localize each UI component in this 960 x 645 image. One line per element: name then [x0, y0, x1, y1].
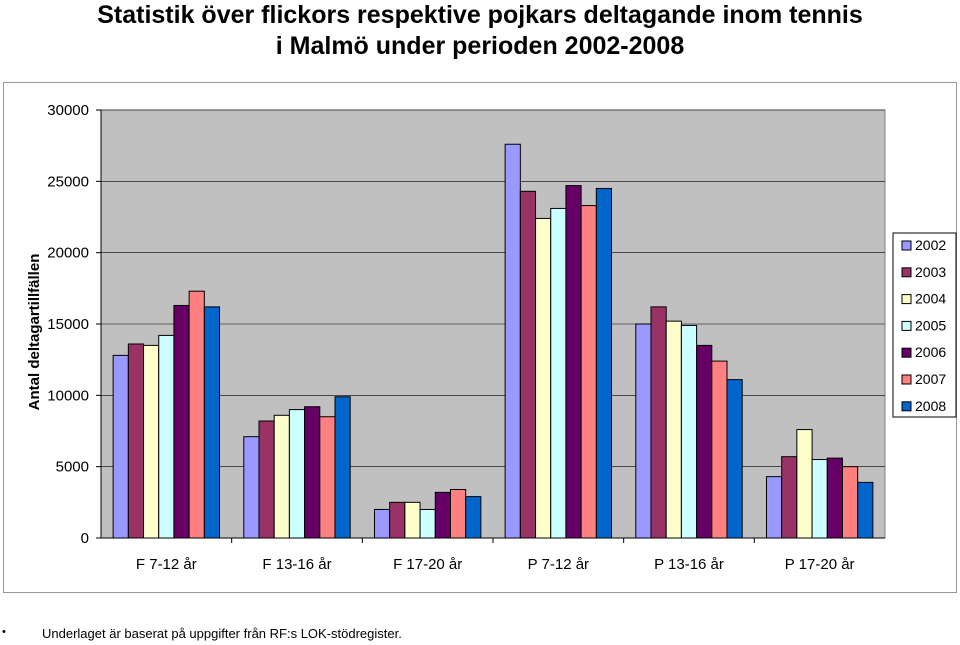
legend-swatch — [901, 374, 912, 385]
y-tick-label: 10000 — [47, 387, 89, 404]
bar — [781, 456, 798, 539]
y-tick-label: 30000 — [47, 102, 89, 119]
bar — [258, 420, 275, 539]
bar — [650, 306, 667, 539]
y-tick-label: 15000 — [47, 316, 89, 333]
bar — [519, 190, 537, 539]
x-tick-label: F 13-16 år — [262, 556, 331, 573]
x-tick-label: P 7-12 år — [528, 556, 589, 573]
bar — [565, 185, 582, 539]
bar — [434, 491, 451, 539]
bar — [173, 304, 190, 539]
bar-chart: 0 5000 10000 15000 20000 25000 30000 Antal delt… — [3, 82, 957, 593]
bar — [188, 290, 205, 539]
legend-swatch — [901, 401, 912, 412]
legend-swatch — [901, 320, 912, 331]
y-tick-label: 5000 — [56, 459, 89, 476]
bar — [203, 306, 221, 539]
legend-label: 2008 — [915, 398, 946, 414]
bar — [635, 323, 652, 539]
bar — [158, 334, 175, 539]
footnote-text: Underlaget är baserat på uppgifter från … — [42, 626, 402, 641]
bar — [389, 501, 406, 539]
bar — [143, 344, 160, 539]
bar — [243, 436, 260, 539]
x-tick-label: P 17-20 år — [785, 556, 855, 573]
bar — [319, 416, 336, 539]
bar — [595, 187, 613, 539]
bar — [504, 143, 521, 539]
bar — [404, 501, 421, 539]
legend-label: 2006 — [915, 344, 946, 360]
bar — [373, 508, 391, 539]
bar — [826, 457, 843, 539]
chart-title-line-1: Statistik över flickors respektive pojka… — [97, 1, 863, 29]
legend-label: 2005 — [915, 317, 946, 333]
bar — [449, 488, 467, 539]
x-tick-label: F 7-12 år — [136, 556, 197, 573]
chart-title-line-2: i Malmö under perioden 2002-2008 — [275, 32, 685, 60]
legend-label: 2004 — [915, 291, 946, 307]
bar — [304, 406, 321, 539]
bar — [680, 324, 698, 539]
footnote-bullet: • — [2, 626, 6, 638]
y-tick-label: 0 — [81, 530, 89, 547]
legend-label: 2002 — [915, 237, 946, 253]
bar — [696, 344, 713, 539]
y-axis-title: Antal deltagartillfällen — [26, 254, 43, 411]
bar — [711, 360, 728, 539]
bar — [726, 379, 743, 539]
bar — [535, 217, 552, 539]
bar — [580, 205, 597, 539]
bar — [811, 459, 828, 539]
bar — [841, 466, 859, 539]
legend-swatch — [901, 294, 912, 305]
bar — [665, 320, 682, 539]
legend-swatch — [901, 347, 912, 358]
bar — [273, 414, 290, 539]
x-tick-label: F 17-20 år — [393, 556, 462, 573]
legend-swatch — [901, 267, 912, 278]
bar — [796, 429, 813, 539]
bar — [857, 481, 874, 539]
bar — [419, 508, 436, 539]
legend-label: 2003 — [915, 264, 946, 280]
bar — [765, 476, 783, 539]
bar — [334, 396, 351, 539]
y-tick-label: 25000 — [47, 173, 89, 190]
bar — [288, 409, 306, 539]
bar — [550, 207, 567, 539]
legend-label: 2007 — [915, 371, 946, 387]
x-tick-label: P 13-16 år — [654, 556, 724, 573]
y-tick-label: 20000 — [47, 245, 89, 262]
bar — [112, 354, 129, 539]
bar — [127, 343, 145, 539]
legend-swatch — [901, 240, 912, 251]
bar — [465, 496, 482, 539]
chart-title: Statistik över flickors respektive pojka… — [0, 0, 960, 62]
